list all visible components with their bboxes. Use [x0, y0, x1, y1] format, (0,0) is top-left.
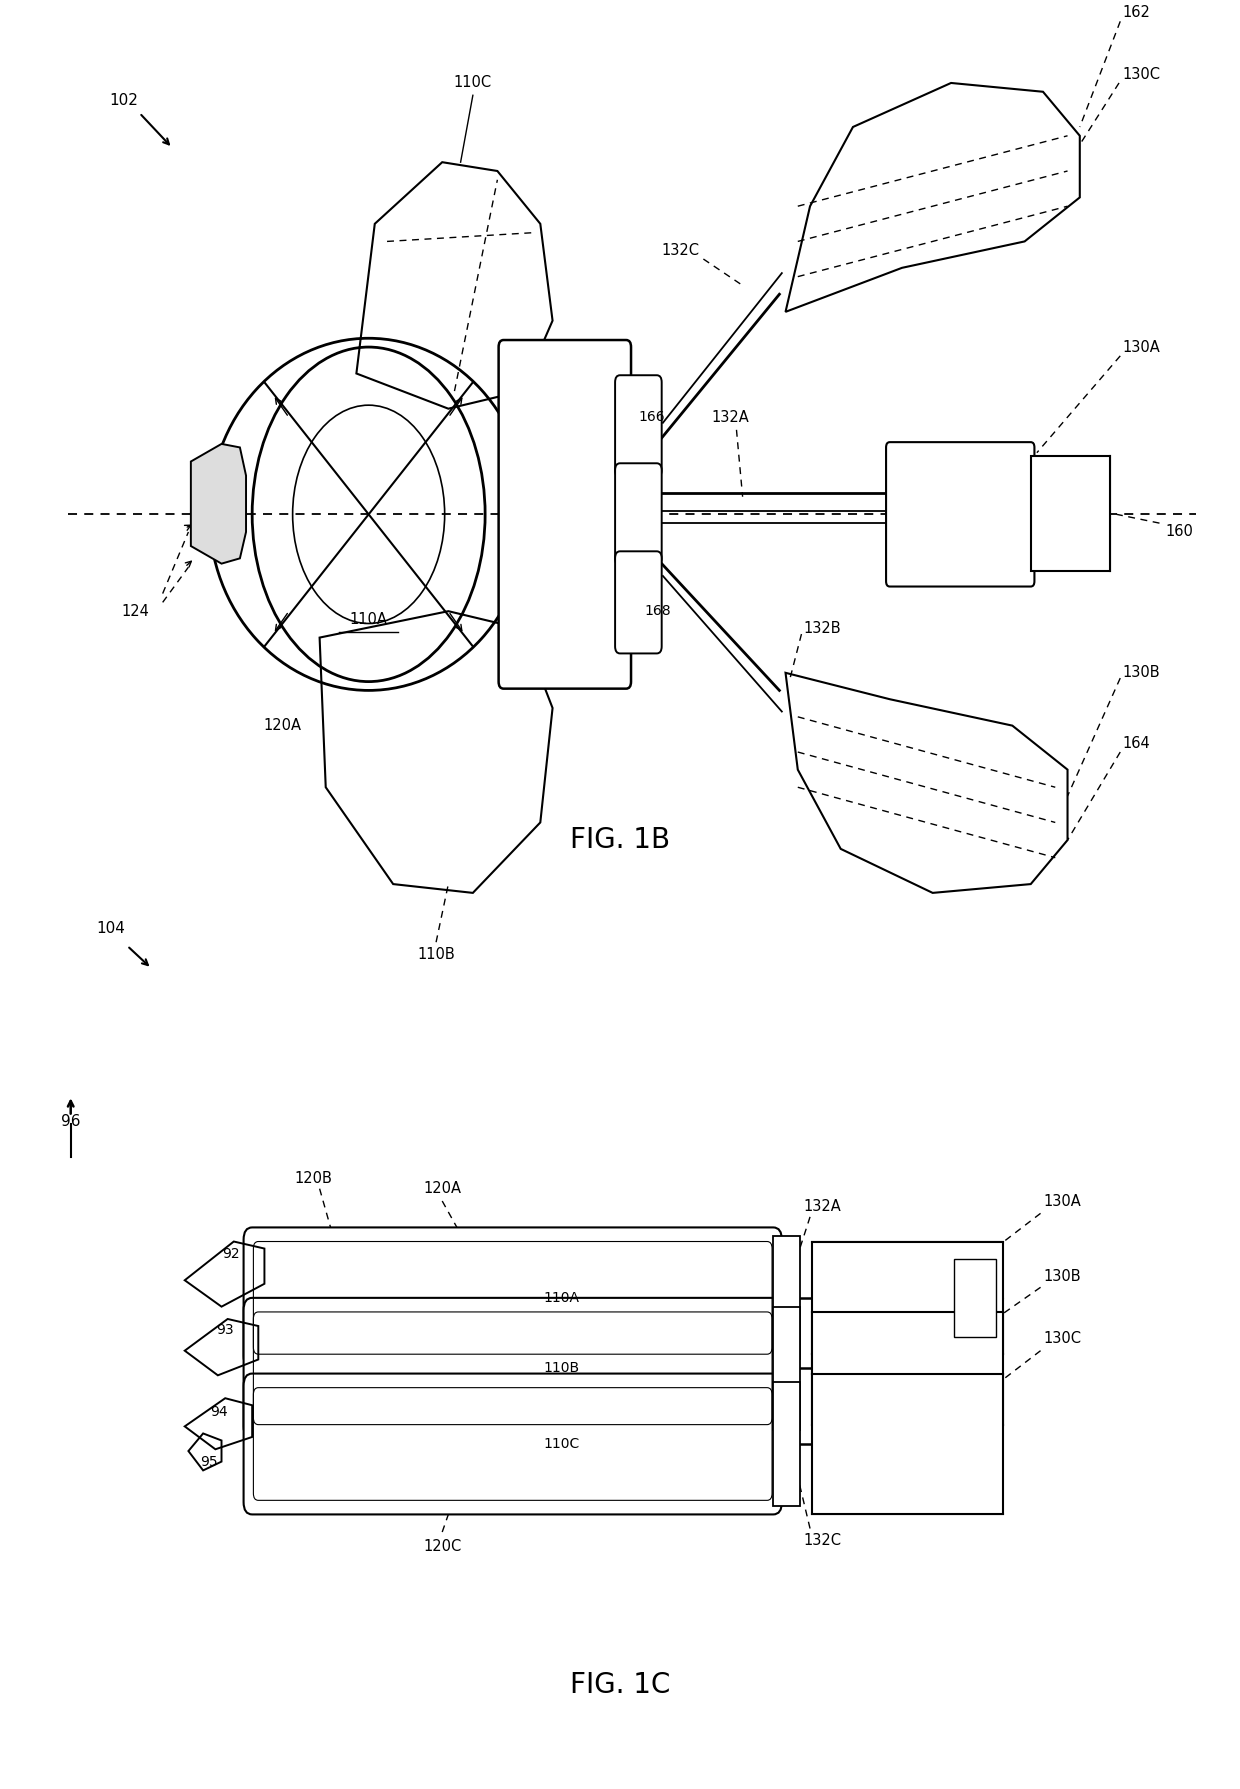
Text: 130B: 130B — [1122, 666, 1161, 680]
Text: 164: 164 — [1122, 735, 1151, 751]
FancyBboxPatch shape — [243, 1374, 782, 1515]
Bar — [774, 1383, 800, 1506]
FancyBboxPatch shape — [243, 1227, 782, 1369]
Text: 168: 168 — [645, 605, 671, 619]
Text: 130B: 130B — [1043, 1268, 1080, 1285]
Text: 162: 162 — [1122, 5, 1151, 20]
Text: 120A: 120A — [264, 717, 301, 733]
Text: 124: 124 — [122, 603, 150, 619]
Text: 102: 102 — [109, 93, 138, 107]
Text: 120A: 120A — [423, 1181, 461, 1197]
Bar — [774, 1306, 800, 1429]
Text: 132A: 132A — [804, 1199, 841, 1213]
FancyBboxPatch shape — [1030, 456, 1111, 571]
Text: 132C: 132C — [662, 243, 699, 258]
Text: 93: 93 — [216, 1322, 234, 1336]
Text: 104: 104 — [97, 921, 125, 936]
Text: 110C: 110C — [454, 75, 492, 91]
Text: 130A: 130A — [1043, 1193, 1081, 1209]
Text: FIG. 1C: FIG. 1C — [570, 1671, 670, 1700]
Text: 95: 95 — [200, 1454, 218, 1469]
FancyBboxPatch shape — [243, 1297, 782, 1438]
Text: 120C: 120C — [423, 1539, 461, 1553]
FancyBboxPatch shape — [812, 1311, 1003, 1424]
Text: 110C: 110C — [543, 1437, 580, 1451]
Text: 166: 166 — [639, 410, 665, 424]
FancyBboxPatch shape — [812, 1374, 1003, 1515]
Polygon shape — [191, 444, 246, 564]
Text: 96: 96 — [61, 1115, 81, 1129]
Bar — [954, 1259, 997, 1336]
FancyBboxPatch shape — [615, 376, 662, 478]
Text: 132B: 132B — [804, 621, 842, 637]
Text: 94: 94 — [210, 1406, 228, 1419]
Text: 130C: 130C — [1122, 66, 1161, 82]
Text: 132C: 132C — [804, 1533, 841, 1547]
FancyBboxPatch shape — [887, 442, 1034, 587]
Text: 130A: 130A — [1122, 340, 1161, 354]
FancyBboxPatch shape — [615, 463, 662, 565]
Text: 110B: 110B — [417, 946, 455, 962]
Text: 92: 92 — [222, 1247, 239, 1261]
Bar — [774, 1236, 800, 1360]
Text: 110B: 110B — [543, 1361, 580, 1376]
Text: 110A: 110A — [350, 612, 388, 628]
Text: FIG. 1B: FIG. 1B — [570, 827, 670, 853]
Text: 130C: 130C — [1043, 1331, 1081, 1345]
FancyBboxPatch shape — [498, 340, 631, 689]
Text: 110A: 110A — [544, 1292, 580, 1304]
Text: 132A: 132A — [712, 410, 749, 426]
FancyBboxPatch shape — [615, 551, 662, 653]
Text: 160: 160 — [1166, 524, 1193, 540]
FancyBboxPatch shape — [812, 1242, 1003, 1354]
Text: 120B: 120B — [295, 1170, 332, 1186]
